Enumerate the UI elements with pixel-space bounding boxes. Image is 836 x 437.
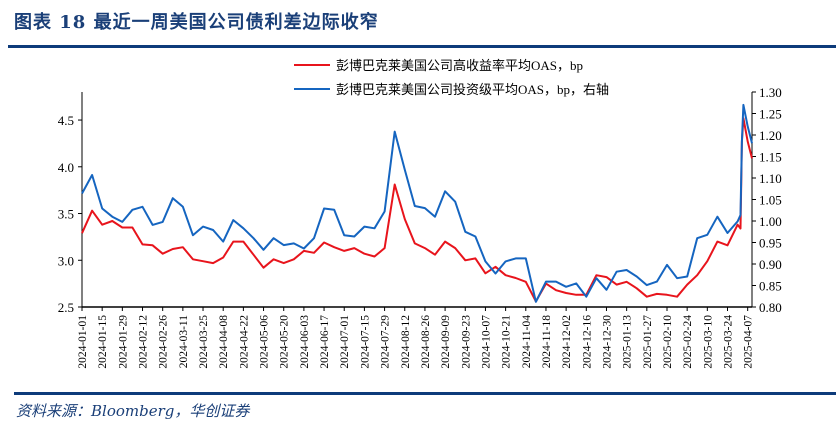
x-tick-label: 2025-01-13 bbox=[622, 315, 634, 369]
x-tick-label: 2024-01-15 bbox=[97, 315, 109, 369]
right-y-tick-label: 1.20 bbox=[759, 128, 782, 143]
right-y-tick-label: 1.00 bbox=[759, 214, 782, 229]
left-y-tick-label: 3.5 bbox=[58, 207, 74, 222]
x-tick-label: 2024-05-06 bbox=[259, 315, 271, 369]
figure-title: 图表 18 最近一周美国公司债利差边际收窄 bbox=[14, 12, 379, 33]
right-y-tick-label: 0.85 bbox=[759, 279, 782, 294]
right-y-tick-label: 1.10 bbox=[759, 171, 782, 186]
x-tick-label: 2024-12-30 bbox=[601, 315, 613, 369]
x-tick-label: 2024-03-25 bbox=[198, 315, 210, 369]
x-tick-label: 2025-02-24 bbox=[682, 315, 694, 369]
left-y-tick-label: 4.5 bbox=[58, 113, 74, 128]
right-y-tick-label: 1.05 bbox=[759, 193, 782, 208]
x-tick-label: 2025-03-10 bbox=[702, 315, 714, 369]
x-tick-label: 2024-11-18 bbox=[541, 315, 553, 368]
title-divider bbox=[8, 45, 836, 48]
source-note: 资料来源：Bloomberg，华创证券 bbox=[16, 402, 250, 420]
investment-grade-oas-line bbox=[81, 103, 753, 303]
right-y-tick-label: 1.15 bbox=[759, 150, 782, 165]
x-tick-label: 2024-09-09 bbox=[440, 315, 452, 369]
x-tick-label: 2024-02-12 bbox=[138, 315, 150, 369]
right-y-tick-label: 0.80 bbox=[759, 300, 782, 315]
x-tick-label: 2024-10-07 bbox=[480, 315, 492, 369]
right-y-tick-label: 0.95 bbox=[759, 236, 782, 251]
x-tick-label: 2024-12-02 bbox=[561, 315, 573, 369]
x-tick-label: 2024-01-29 bbox=[117, 315, 129, 369]
x-tick-label: 2025-01-27 bbox=[642, 315, 654, 369]
x-tick-label: 2024-01-01 bbox=[77, 315, 89, 369]
x-tick-label: 2025-04-07 bbox=[743, 315, 755, 369]
right-y-tick-label: 1.30 bbox=[759, 85, 782, 100]
right-y-tick-label: 1.25 bbox=[759, 107, 782, 122]
x-tick-label: 2024-07-15 bbox=[359, 315, 371, 369]
high-yield-oas-line bbox=[81, 117, 753, 303]
x-tick-label: 2024-04-22 bbox=[238, 315, 250, 369]
left-y-tick-label: 4.0 bbox=[58, 160, 74, 175]
x-tick-label: 2024-03-11 bbox=[178, 315, 190, 368]
x-tick-label: 2025-03-24 bbox=[723, 315, 735, 369]
x-tick-label: 2024-04-08 bbox=[218, 315, 230, 369]
legend-label-investment-grade: 彭博巴克莱美国公司投资级平均OAS，bp，右轴 bbox=[336, 82, 609, 97]
x-tick-label: 2024-11-04 bbox=[521, 315, 533, 368]
x-tick-label: 2024-08-12 bbox=[400, 315, 412, 369]
x-tick-label: 2024-07-29 bbox=[380, 315, 392, 369]
legend: 彭博巴克莱美国公司高收益率平均OAS，bp 彭博巴克莱美国公司投资级平均OAS，… bbox=[294, 58, 609, 97]
x-tick-label: 2024-02-26 bbox=[158, 315, 170, 369]
x-tick-label: 2024-06-03 bbox=[299, 315, 311, 369]
x-tick-label: 2024-07-01 bbox=[339, 315, 351, 369]
x-tick-label: 2024-05-20 bbox=[279, 315, 291, 369]
x-tick-label: 2024-06-17 bbox=[319, 315, 331, 369]
x-tick-label: 2024-12-16 bbox=[581, 315, 593, 369]
right-y-tick-label: 0.90 bbox=[759, 257, 782, 272]
x-tick-label: 2024-09-23 bbox=[460, 315, 472, 369]
x-tick-label: 2024-10-21 bbox=[501, 315, 513, 369]
x-tick-label: 2024-08-26 bbox=[420, 315, 432, 369]
x-tick-label: 2025-02-10 bbox=[662, 315, 674, 369]
left-y-tick-label: 2.5 bbox=[58, 300, 74, 315]
footer-divider bbox=[14, 392, 836, 395]
legend-label-high-yield: 彭博巴克莱美国公司高收益率平均OAS，bp bbox=[336, 58, 583, 73]
left-y-tick-label: 3.0 bbox=[58, 253, 74, 268]
